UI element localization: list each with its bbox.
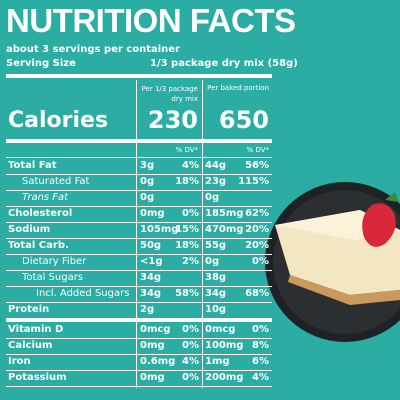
- amount: 0mcg: [140, 324, 171, 335]
- amount: 200mg: [205, 372, 244, 383]
- amount: 185mg: [205, 208, 244, 219]
- amount: 23g: [205, 176, 227, 187]
- percent-dv: 4%: [252, 372, 269, 383]
- rule: [6, 354, 272, 355]
- nutrient-label: Potassium: [8, 372, 67, 383]
- calories-value: 650: [218, 106, 269, 134]
- servings: about 3 servings per container: [6, 44, 180, 55]
- percent-dv: 20%: [245, 240, 269, 251]
- amount: 50g: [140, 240, 162, 251]
- rule: [6, 386, 272, 387]
- amount: 0mg: [140, 340, 165, 351]
- amount: 34g: [205, 288, 227, 299]
- amount: 0g: [140, 192, 155, 203]
- percent-dv: 115%: [238, 176, 269, 187]
- amount: 0g: [205, 256, 220, 267]
- rule: [6, 286, 272, 287]
- rule: [6, 270, 272, 271]
- rule: [6, 238, 272, 239]
- percent-dv: 68%: [245, 288, 269, 299]
- amount: 0.6mg: [140, 356, 176, 367]
- amount: 0g: [140, 176, 155, 187]
- percent-dv: 56%: [245, 160, 269, 171]
- column-header: Per baked portion: [207, 84, 269, 92]
- nutrient-label: Total Sugars: [22, 272, 84, 283]
- amount: 0mg: [140, 372, 165, 383]
- amount: 44g: [205, 160, 227, 171]
- calories-label: Calories: [8, 108, 109, 133]
- column-divider: [202, 80, 203, 388]
- rule: [6, 302, 272, 303]
- amount: 100mg: [205, 340, 244, 351]
- percent-dv: 2%: [182, 256, 199, 267]
- amount: 0mg: [140, 208, 165, 219]
- amount: 10g: [205, 304, 227, 315]
- rule: [6, 338, 272, 339]
- percent-dv: 4%: [182, 160, 199, 171]
- percent-dv: 0%: [182, 340, 199, 351]
- rule: [6, 139, 272, 143]
- percent-dv: 62%: [245, 208, 269, 219]
- serving-size-label: Serving Size: [6, 58, 76, 69]
- percent-dv: 15%: [175, 224, 199, 235]
- dv-header: % DV*: [246, 146, 269, 154]
- amount: 34g: [140, 288, 162, 299]
- percent-dv: 20%: [245, 224, 269, 235]
- percent-dv: 0%: [252, 324, 269, 335]
- dv-header: % DV*: [175, 146, 198, 154]
- percent-dv: 0%: [182, 208, 199, 219]
- percent-dv: 0%: [182, 372, 199, 383]
- percent-dv: 18%: [175, 240, 199, 251]
- nutrient-label: Incl. Added Sugars: [36, 288, 130, 299]
- amount: 3g: [140, 160, 155, 171]
- amount: 2g: [140, 304, 155, 315]
- rule: [6, 222, 272, 223]
- rule: [6, 174, 272, 175]
- nutrient-label: Trans Fat: [22, 192, 69, 203]
- rule: [6, 254, 272, 255]
- amount: 1mg: [205, 356, 230, 367]
- column-header: Per 1/3 package dry mix: [141, 85, 198, 103]
- rule: [6, 190, 272, 191]
- amount: 470mg: [205, 224, 244, 235]
- percent-dv: 58%: [175, 288, 199, 299]
- nutrient-label: Protein: [8, 304, 50, 315]
- column-divider: [136, 80, 137, 388]
- amount: 55g: [205, 240, 227, 251]
- percent-dv: 6%: [252, 356, 269, 367]
- amount: 34g: [140, 272, 162, 283]
- nutrient-label: Total Fat: [8, 160, 57, 171]
- percent-dv: 18%: [175, 176, 199, 187]
- rule: [6, 206, 272, 207]
- amount: 0g: [205, 192, 220, 203]
- rule: [6, 370, 272, 371]
- nutrient-label: Dietary Fiber: [22, 256, 87, 267]
- nutrient-label: Cholesterol: [8, 208, 73, 219]
- rule: [6, 318, 272, 322]
- percent-dv: 8%: [252, 340, 269, 351]
- amount: 105mg: [140, 224, 179, 235]
- nutrient-label: Sodium: [8, 224, 51, 235]
- percent-dv: 0%: [182, 324, 199, 335]
- nutrient-label: Saturated Fat: [22, 176, 90, 187]
- amount: 38g: [205, 272, 227, 283]
- serving-size-value: 1/3 package dry mix (58g): [150, 58, 298, 69]
- percent-dv: 0%: [252, 256, 269, 267]
- rule: [6, 74, 272, 78]
- rule: [6, 157, 272, 158]
- percent-dv: 4%: [182, 356, 199, 367]
- nutrient-label: Total Carb.: [8, 240, 69, 251]
- nutrient-label: Iron: [8, 356, 31, 367]
- nutrient-label: Vitamin D: [8, 324, 64, 335]
- amount: 0mcg: [205, 324, 236, 335]
- title: NUTRITION FACTS: [6, 2, 296, 39]
- amount: <1g: [140, 256, 163, 267]
- nutrient-label: Calcium: [8, 340, 53, 351]
- calories-value: 230: [147, 106, 198, 134]
